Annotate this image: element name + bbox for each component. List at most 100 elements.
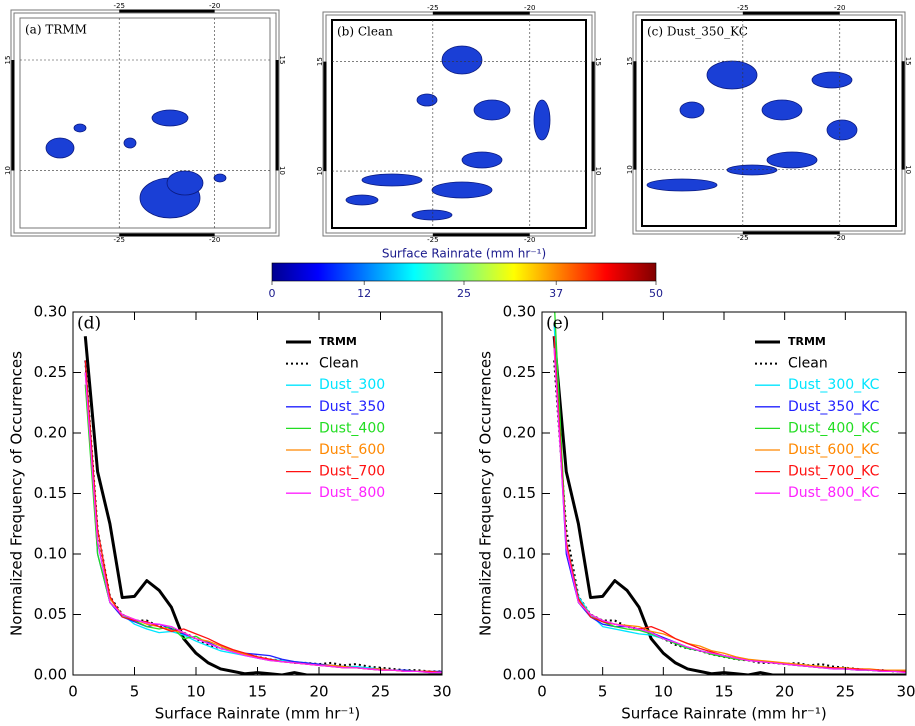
x-tick-label: 20 bbox=[775, 683, 794, 701]
map-x-tick-label: -25 bbox=[737, 234, 748, 242]
colorbar bbox=[271, 262, 657, 282]
map-y-tick-label: 15 bbox=[278, 56, 286, 65]
colorbar-tick-label: 0 bbox=[269, 287, 276, 300]
series-line bbox=[84, 372, 442, 674]
legend-label: Clean bbox=[319, 356, 359, 372]
x-tick-label: 10 bbox=[186, 683, 205, 701]
legend-label: Dust_700_KC bbox=[788, 464, 880, 480]
map-y-tick-label: 10 bbox=[4, 166, 12, 175]
legend-label: Dust_300_KC bbox=[788, 377, 880, 393]
y-axis-title: Normalized Frequency of Occurrences bbox=[477, 351, 495, 636]
series-line bbox=[552, 336, 906, 675]
map-y-tick-label: 10 bbox=[594, 167, 602, 176]
rain-area bbox=[411, 209, 453, 221]
map-y-tick-label: 15 bbox=[904, 57, 912, 66]
y-tick-label: 0.20 bbox=[503, 424, 536, 442]
rain-area bbox=[213, 173, 227, 183]
x-tick-label: 30 bbox=[896, 683, 915, 701]
series-line bbox=[84, 360, 442, 673]
rain-area bbox=[73, 123, 87, 133]
map-x-tick-label: -20 bbox=[524, 4, 535, 12]
legend-label: Dust_800_KC bbox=[788, 485, 880, 501]
colorbar-tick-label: 12 bbox=[357, 287, 371, 300]
y-tick-label: 0.30 bbox=[34, 303, 67, 321]
panel-label: (e) bbox=[546, 314, 569, 334]
series-line bbox=[553, 348, 906, 674]
y-tick-label: 0.05 bbox=[503, 605, 536, 623]
rain-area bbox=[761, 99, 803, 121]
x-axis-title: Surface Rainrate (mm hr⁻¹) bbox=[621, 705, 826, 723]
legend-label: Dust_350 bbox=[319, 399, 385, 415]
colorbar-tick-label: 37 bbox=[549, 287, 563, 300]
y-tick-label: 0.00 bbox=[503, 666, 536, 684]
rain-area bbox=[826, 119, 858, 141]
series-line bbox=[84, 372, 442, 674]
legend-label: Dust_400_KC bbox=[788, 420, 880, 436]
colorbar-tick-label: 25 bbox=[457, 287, 471, 300]
x-tick-label: 5 bbox=[130, 683, 140, 701]
series-line bbox=[84, 360, 442, 673]
legend-label: TRMM bbox=[319, 335, 357, 348]
map-panel-label: (a) TRMM bbox=[25, 23, 87, 37]
legend-label: Dust_700 bbox=[319, 464, 385, 480]
map-y-tick-label: 15 bbox=[594, 57, 602, 66]
y-tick-label: 0.10 bbox=[503, 545, 536, 563]
y-axis-title: Normalized Frequency of Occurrences bbox=[8, 351, 26, 636]
map-x-tick-label: -20 bbox=[834, 4, 845, 12]
rain-area bbox=[361, 173, 423, 187]
legend-label: Dust_600 bbox=[319, 442, 385, 458]
map-x-tick-label: -25 bbox=[737, 4, 748, 12]
rain-area bbox=[726, 164, 778, 176]
map-x-tick-label: -25 bbox=[114, 236, 125, 244]
map-x-tick-label: -25 bbox=[427, 4, 438, 12]
y-tick-label: 0.30 bbox=[503, 303, 536, 321]
series-line bbox=[84, 372, 442, 674]
x-tick-label: 10 bbox=[654, 683, 673, 701]
rain-area bbox=[345, 194, 379, 206]
rain-area bbox=[461, 151, 503, 169]
y-tick-label: 0.15 bbox=[503, 484, 536, 502]
series-line bbox=[84, 384, 442, 674]
rain-area bbox=[811, 71, 853, 89]
rain-area bbox=[166, 170, 204, 196]
rain-area bbox=[441, 45, 483, 75]
legend-label: Dust_300 bbox=[319, 377, 385, 393]
x-tick-label: 15 bbox=[248, 683, 267, 701]
x-tick-label: 20 bbox=[309, 683, 328, 701]
x-axis-title: Surface Rainrate (mm hr⁻¹) bbox=[155, 705, 360, 723]
rain-area bbox=[151, 109, 189, 127]
legend-label: Dust_350_KC bbox=[788, 399, 880, 415]
y-tick-label: 0.20 bbox=[34, 424, 67, 442]
legend-label: Clean bbox=[788, 356, 828, 372]
map-x-tick-label: -20 bbox=[834, 234, 845, 242]
map-x-tick-label: -20 bbox=[209, 236, 220, 244]
map-y-tick-label: 15 bbox=[626, 57, 634, 66]
legend-label: Dust_600_KC bbox=[788, 442, 880, 458]
map-panel-label: (c) Dust_350_KC bbox=[647, 25, 748, 39]
series-line bbox=[83, 336, 442, 675]
y-tick-label: 0.10 bbox=[34, 545, 67, 563]
y-tick-label: 0.15 bbox=[34, 484, 67, 502]
rain-area bbox=[679, 101, 705, 119]
rain-area bbox=[416, 93, 438, 107]
x-tick-label: 25 bbox=[371, 683, 390, 701]
rain-area bbox=[533, 99, 551, 141]
rain-area bbox=[123, 137, 137, 149]
rain-area bbox=[646, 178, 718, 192]
map-x-tick-label: -20 bbox=[524, 236, 535, 244]
map-y-tick-label: 15 bbox=[316, 57, 324, 66]
map-y-tick-label: 10 bbox=[626, 165, 634, 174]
legend-label: TRMM bbox=[788, 335, 826, 348]
y-tick-label: 0.00 bbox=[34, 666, 67, 684]
map-x-tick-label: -20 bbox=[209, 2, 220, 10]
map-panel-label: (b) Clean bbox=[337, 25, 393, 39]
colorbar-tick-label: 50 bbox=[649, 287, 663, 300]
rain-area bbox=[473, 99, 511, 121]
x-tick-label: 15 bbox=[714, 683, 733, 701]
y-tick-label: 0.05 bbox=[34, 605, 67, 623]
map-y-tick-label: 10 bbox=[904, 165, 912, 174]
rain-area bbox=[706, 60, 758, 90]
legend-label: Dust_400 bbox=[319, 420, 385, 436]
x-tick-label: 0 bbox=[68, 683, 78, 701]
